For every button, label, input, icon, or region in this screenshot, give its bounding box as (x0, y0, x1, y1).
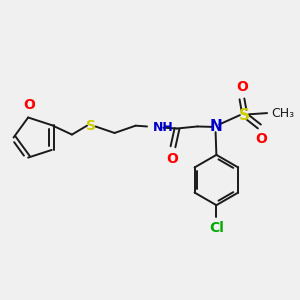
Text: S: S (86, 119, 96, 133)
Text: Cl: Cl (209, 221, 224, 236)
Text: CH₃: CH₃ (271, 106, 294, 120)
Text: NH: NH (153, 121, 173, 134)
Text: O: O (256, 132, 267, 146)
Text: S: S (238, 108, 250, 123)
Text: O: O (23, 98, 35, 112)
Text: O: O (166, 152, 178, 166)
Text: N: N (209, 119, 222, 134)
Text: O: O (236, 80, 248, 94)
